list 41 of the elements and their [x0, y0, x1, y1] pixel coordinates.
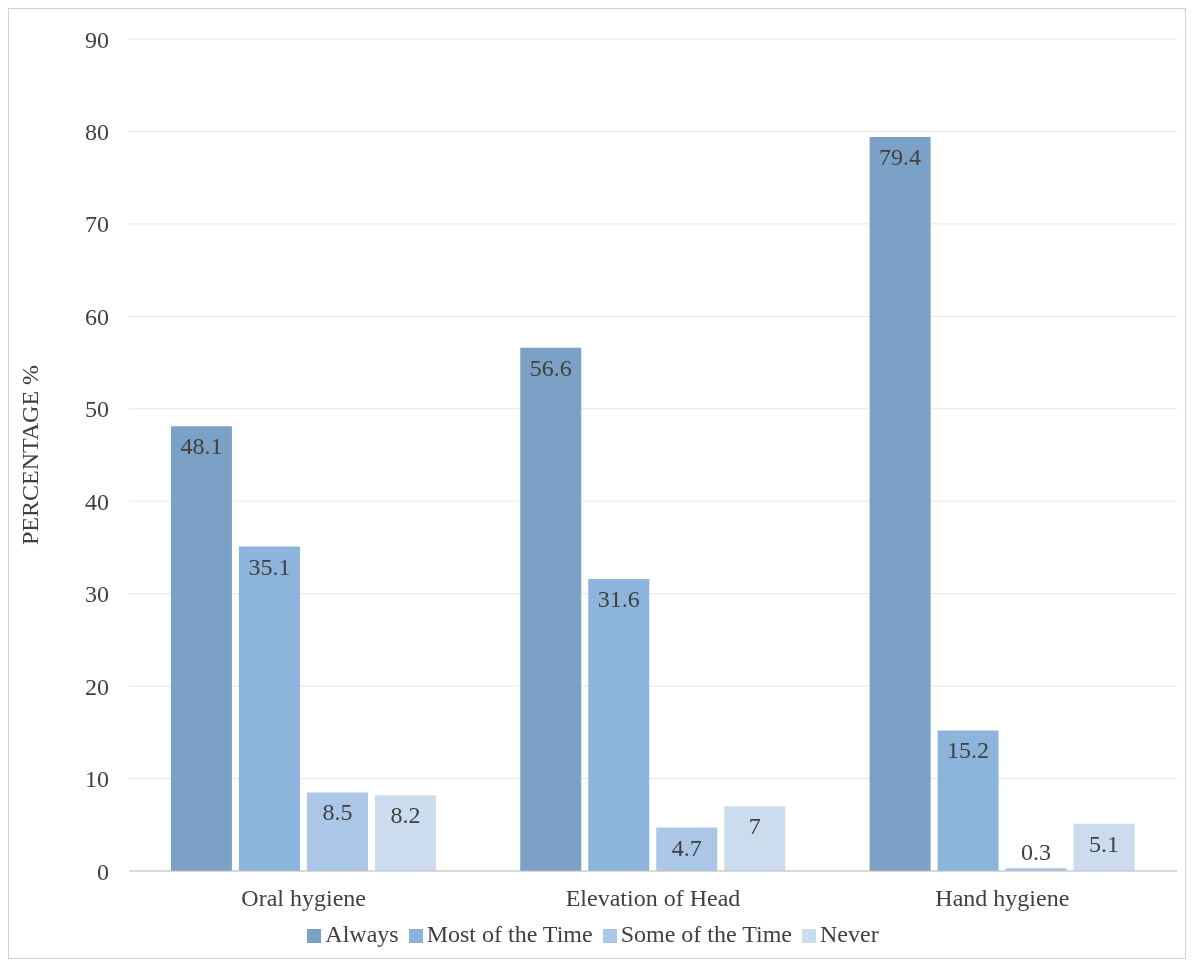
y-tick-label: 70 [85, 211, 109, 238]
x-tick-label: Elevation of Head [565, 885, 741, 912]
y-tick-label: 30 [85, 581, 109, 608]
data-label: 7 [748, 813, 761, 840]
bar [724, 806, 786, 871]
data-label: 31.6 [597, 585, 640, 612]
y-tick-label: 50 [85, 396, 109, 423]
bar [656, 827, 718, 871]
legend-label: Some of the Time [620, 921, 793, 947]
x-tick-label: Oral hygiene [241, 885, 366, 912]
bar [520, 347, 582, 871]
legend-label: Never [820, 921, 879, 947]
bar [238, 546, 300, 871]
x-tick-label: Hand hygiene [935, 885, 1070, 912]
y-tick-label: 40 [85, 488, 109, 515]
legend-label: Most of the Time [426, 921, 593, 947]
data-label: 5.1 [1089, 830, 1120, 857]
y-tick-label: 90 [85, 26, 109, 53]
y-tick-label: 10 [85, 766, 109, 793]
data-label: 79.4 [879, 143, 922, 170]
data-label: 0.3 [1021, 839, 1052, 866]
bar [869, 136, 931, 871]
data-label: 35.1 [248, 553, 291, 580]
data-label: 8.2 [390, 802, 421, 829]
y-tick-label: 80 [85, 118, 109, 145]
data-label: 4.7 [671, 834, 702, 861]
bar [306, 792, 368, 871]
bar [1073, 823, 1135, 871]
bar [937, 730, 999, 871]
bar [374, 795, 436, 871]
legend-label: Always [325, 921, 399, 947]
y-tick-label: 60 [85, 303, 109, 330]
bar [170, 426, 232, 871]
data-label: 8.5 [322, 799, 353, 826]
y-axis-title: PERCENTAGE % [16, 364, 43, 546]
data-label: 56.6 [529, 354, 572, 381]
data-label: 48.1 [180, 433, 223, 460]
data-label: 15.2 [947, 737, 990, 764]
y-tick-label: 20 [85, 673, 109, 700]
y-tick-label: 0 [97, 858, 109, 885]
bar [588, 578, 650, 871]
